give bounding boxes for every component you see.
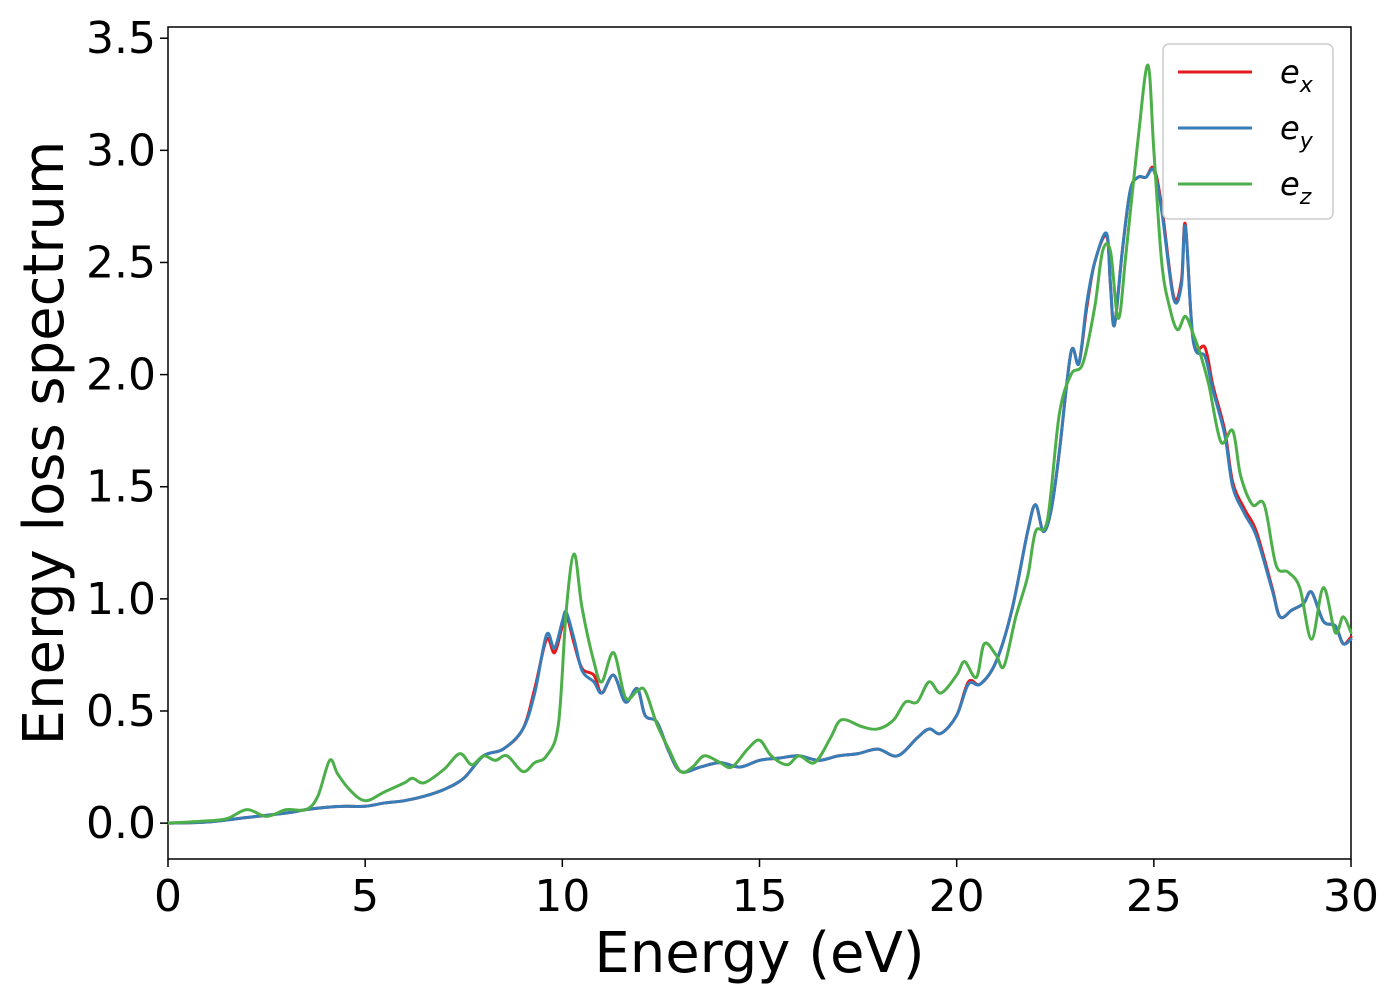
legend-box bbox=[1162, 43, 1334, 220]
y-tick-label: 1.5 bbox=[86, 462, 156, 513]
y-tick-label: 1.0 bbox=[86, 574, 156, 625]
legend-label-e-x: ex bbox=[1280, 53, 1314, 98]
series-line-e-z bbox=[166, 63, 1353, 825]
y-tick-label: 2.5 bbox=[86, 237, 156, 288]
x-tick-label: 5 bbox=[351, 871, 379, 922]
x-tick-label: 25 bbox=[1126, 871, 1182, 922]
legend: ex ey ez bbox=[1162, 43, 1334, 220]
y-axis-label: Energy loss spectrum bbox=[12, 141, 77, 746]
y-tick-label: 0.0 bbox=[86, 798, 156, 849]
series-layer bbox=[166, 63, 1353, 825]
x-axis-label: Energy (eV) bbox=[594, 921, 924, 986]
y-tick-label: 0.5 bbox=[86, 686, 156, 737]
x-tick-label: 20 bbox=[929, 871, 985, 922]
series-line-e-y bbox=[166, 167, 1353, 825]
y-tick-label: 2.0 bbox=[86, 350, 156, 401]
y-tick-label: 3.0 bbox=[86, 125, 156, 176]
legend-label-e-z: ez bbox=[1280, 165, 1312, 210]
x-tick-label: 0 bbox=[154, 871, 182, 922]
x-tick-label: 15 bbox=[732, 871, 788, 922]
x-tick-label: 30 bbox=[1323, 871, 1379, 922]
legend-label-e-y: ey bbox=[1280, 109, 1314, 154]
y-tick-label: 3.5 bbox=[86, 13, 156, 64]
x-tick-label: 10 bbox=[534, 871, 590, 922]
x-axis-ticks: 0 5 10 15 20 25 30 bbox=[154, 859, 1379, 922]
y-axis-ticks: 0.0 0.5 1.0 1.5 2.0 2.5 3.0 3.5 bbox=[86, 13, 168, 849]
